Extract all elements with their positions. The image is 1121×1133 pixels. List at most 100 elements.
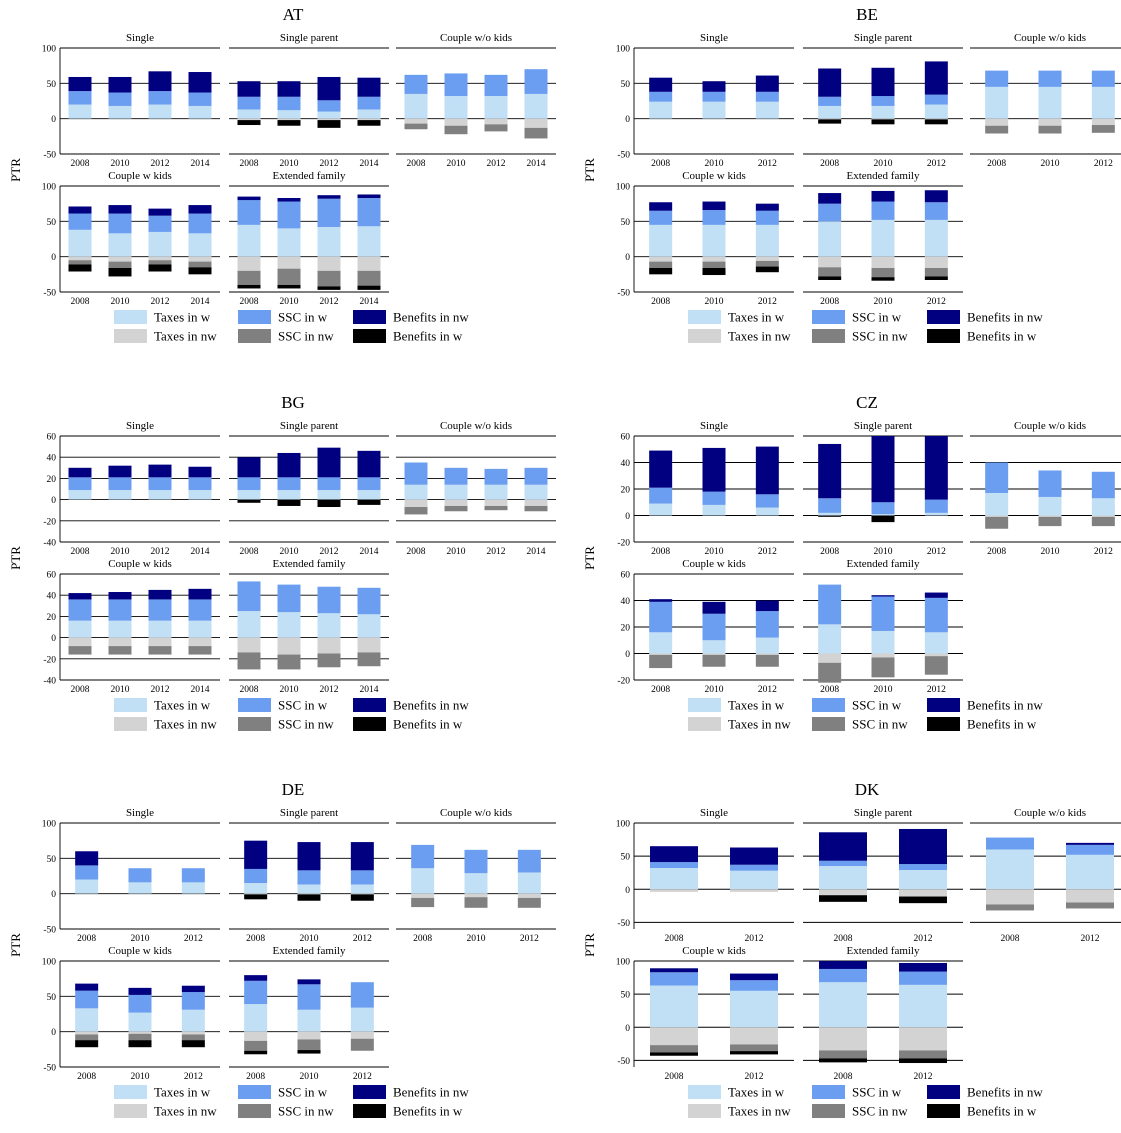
legend-label: Benefits in w [967,329,1037,344]
bar-segment-ssc-w [818,498,842,513]
bar-segment-taxes-w [277,490,301,500]
x-tick-label: 2014 [360,685,379,695]
bar-segment-ssc-w [985,70,1009,87]
y-tick-label: -50 [617,1057,630,1067]
bar-segment-taxes-w [649,632,673,654]
bar-segment-ssc-w [484,468,508,485]
bar-segment-ssc-nw [68,260,92,265]
bar-segment-taxes-w [317,490,341,500]
y-tick-label: 50 [47,218,57,228]
bar-segment-taxes-w [68,490,92,500]
bar-segment-ssc-w [730,864,778,871]
bar-segment-benefits-nw [755,203,779,211]
bar-segment-ssc-nw [404,123,428,130]
bar-segment-benefits-nw [188,205,212,214]
bar-segment-ssc-nw [75,1034,99,1041]
bar-segment-ssc-w [297,870,321,885]
x-tick-label: 2010 [280,685,299,695]
bar-segment-taxes-nw [702,256,726,262]
bar-segment-ssc-nw [128,1033,152,1041]
bar-segment-ssc-w [188,213,212,234]
panel-extended-family: Extended family 2008 2010 2012 2014 [229,558,389,695]
bar-segment-taxes-nw [244,893,268,895]
legend-swatch-ssc-w [812,1085,845,1099]
bar-segment-ssc-w [277,584,301,613]
bar-segment-taxes-nw [188,256,212,262]
bar-segment-taxes-w [517,872,541,894]
bar-segment-taxes-nw [484,499,508,506]
bar-segment-taxes-w [444,484,468,500]
panel-title: Single [700,420,728,432]
bar-segment-ssc-nw [1066,902,1114,909]
bar-segment-ssc-w [148,91,172,105]
y-axis-label: PTR [582,546,597,570]
legend-swatch-ssc-nw [238,329,271,343]
y-tick-label: 0 [51,115,56,125]
bar-segment-benefits-w [818,515,842,517]
bar-segment-benefits-nw [317,195,341,199]
bar-segment-taxes-w [818,624,842,654]
legend-swatch-ssc-nw [238,717,271,731]
bar-segment-ssc-nw [357,652,381,667]
x-tick-label: 2010 [467,934,486,944]
bar-segment-taxes-nw [108,256,132,262]
x-tick-label: 2012 [151,159,170,169]
bar-segment-taxes-nw [924,653,948,657]
legend: Taxes in w SSC in w Benefits in nw Taxes in… [114,1085,469,1119]
bar-segment-ssc-nw [108,261,132,268]
legend: Taxes in w SSC in w Benefits in nw Taxes in… [114,698,469,732]
x-tick-label: 2010 [874,547,893,557]
bar-segment-benefits-nw [357,77,381,97]
bar-segment-taxes-w [1091,498,1115,516]
bar-segment-taxes-w [188,105,212,119]
bar-segment-benefits-w [277,120,301,126]
bar-segment-taxes-w [524,484,548,500]
bar-segment-benefits-nw [649,202,673,211]
bar-segment-ssc-nw [411,897,435,908]
x-tick-label: 2012 [1094,159,1113,169]
bar-segment-ssc-w [702,210,726,225]
bar-segment-taxes-w [730,990,778,1028]
bar-segment-benefits-nw [75,983,99,991]
panel-single-parent: Single parent 2008 2010 2012 2014 [229,420,389,557]
bar-segment-ssc-w [148,477,172,491]
bar-segment-ssc-nw [237,270,261,285]
panel-extended-family: Extended family 2008 2010 2012 2014 [229,170,389,307]
legend-swatch-benefits-nw [927,698,960,712]
x-tick-label: 2010 [300,1072,319,1082]
bar-segment-benefits-nw [277,198,301,202]
bar-segment-benefits-w [924,276,948,280]
bar-segment-ssc-w [819,860,867,867]
y-tick-label: 20 [47,475,57,485]
x-tick-label: 2008 [240,297,259,307]
y-tick-label: 50 [621,853,631,863]
bar-segment-benefits-nw [188,588,212,600]
bar-segment-taxes-nw [524,118,548,128]
panel-extended-family: Extended family 2008 2010 2012 [803,558,963,695]
bar-segment-taxes-w [148,231,172,257]
bar-segment-taxes-w [75,879,99,894]
bar-segment-benefits-nw [244,975,268,981]
legend-swatch-ssc-w [238,1085,271,1099]
bar-segment-taxes-nw [871,256,895,268]
bar-segment-taxes-nw [985,515,1009,517]
x-tick-label: 2010 [300,934,319,944]
panel-title: Single parent [280,807,338,819]
bar-segment-ssc-w [277,96,301,111]
y-tick-label: 0 [625,650,630,660]
x-tick-label: 2014 [191,685,210,695]
bar-segment-taxes-nw [277,637,301,655]
bar-segment-taxes-w [819,866,867,890]
bar-segment-taxes-w [819,982,867,1028]
bar-segment-ssc-w [237,200,261,225]
y-tick-label: 60 [47,433,57,443]
x-tick-label: 2008 [834,934,853,944]
x-tick-label: 2008 [834,1072,853,1082]
bar-segment-taxes-nw [350,893,374,895]
bar-segment-ssc-nw [524,505,548,512]
bar-segment-ssc-w [818,96,842,106]
bar-segment-taxes-w [317,111,341,119]
bar-segment-benefits-w [899,1058,947,1064]
legend-label: Benefits in w [967,717,1037,732]
bar-segment-benefits-nw [755,600,779,612]
